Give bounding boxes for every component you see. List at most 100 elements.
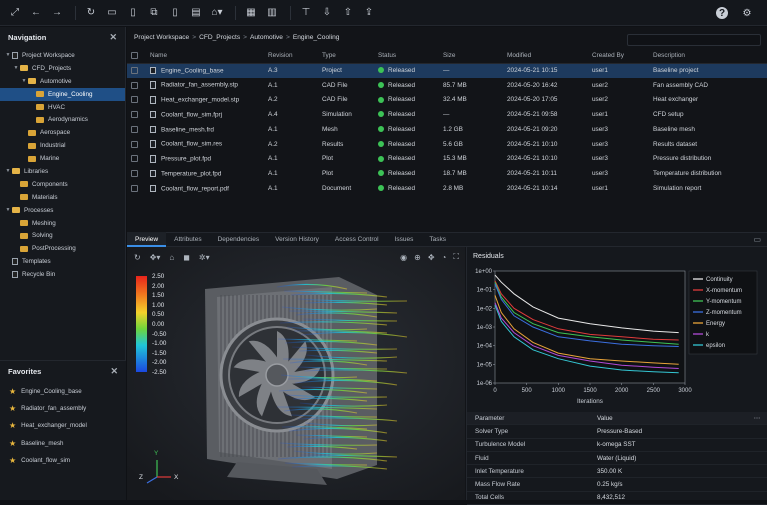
favorite-item[interactable]: ★ Heat_exchanger_model — [0, 417, 126, 434]
table-icon[interactable]: ▥ — [267, 7, 277, 18]
tab-access-control[interactable]: Access Control — [334, 236, 379, 243]
favorite-item[interactable]: ★ Baseline_mesh — [0, 435, 126, 452]
breadcrumb-item[interactable]: CFD_Projects — [199, 34, 241, 41]
table-row[interactable]: Coolant_flow_sim.fprj A.4 Simulation Releas… — [127, 107, 767, 122]
move-icon[interactable]: ✥▾ — [149, 252, 161, 262]
tree-item[interactable]: ▼ Project Workspace — [0, 49, 125, 62]
help-icon[interactable]: ? — [716, 7, 728, 19]
favorite-item[interactable]: ★ Engine_Cooling_base — [0, 383, 126, 400]
close-icon[interactable]: ✕ — [110, 365, 118, 376]
table-row[interactable]: Heat_exchanger_model.stp A.2 CAD File Relea… — [127, 93, 767, 108]
file-icon[interactable]: ▯ — [130, 7, 136, 18]
favorite-item[interactable]: ★ Coolant_flow_sim — [0, 452, 126, 469]
row-checkbox[interactable] — [131, 96, 138, 104]
breadcrumb-item[interactable]: Engine_Cooling — [292, 34, 340, 41]
folder-icon[interactable]: ▭ — [107, 7, 117, 18]
tree-item[interactable]: Materials — [0, 191, 125, 204]
table-row[interactable]: Engine_Cooling_base A.3 Project Released — 20… — [127, 63, 767, 78]
chevron-down-icon[interactable]: ▼ — [21, 78, 27, 85]
tree-item[interactable]: Aerodynamics — [0, 113, 125, 126]
row-checkbox[interactable] — [131, 140, 138, 148]
tree-item[interactable]: Recycle Bin — [0, 268, 125, 281]
table-row[interactable]: Coolant_flow_sim.res A.2 Results Released 5.… — [127, 137, 767, 152]
paste-icon[interactable]: ▤ — [191, 7, 201, 18]
tree-item[interactable]: Marine — [0, 152, 125, 165]
chevron-down-icon[interactable]: ▼ — [5, 168, 11, 175]
table-row[interactable]: Radiator_fan_assembly.stp A.1 CAD File Rele… — [127, 78, 767, 93]
back-icon[interactable]: ← — [31, 7, 41, 18]
tab-attributes[interactable]: Attributes — [174, 236, 202, 243]
column-header[interactable]: Status — [374, 48, 439, 64]
row-checkbox[interactable] — [131, 184, 138, 192]
row-checkbox[interactable] — [131, 170, 138, 178]
filter-icon[interactable]: ⊤ — [301, 7, 311, 18]
tree-item[interactable]: PostProcessing — [0, 242, 125, 255]
tag-icon[interactable]: ⌂▾ — [211, 7, 223, 18]
tree-item[interactable]: HVAC — [0, 101, 125, 114]
column-header[interactable]: Created By — [588, 48, 649, 64]
3d-viewer[interactable]: ↻ ✥▾ ⌂ ◼ ✲▾ ◉ ⊕ ✥ ◔ ⛶ 2.50 2.00 1.50 1.00 0.… — [127, 247, 465, 500]
export-icon[interactable]: ⇧ — [343, 7, 353, 18]
grid-icon[interactable]: ▦ — [246, 7, 256, 18]
pan-icon[interactable]: ✥ — [427, 252, 435, 262]
maximize-icon[interactable]: ▭ — [753, 235, 761, 244]
tree-item[interactable]: Templates — [0, 255, 125, 268]
table-row[interactable]: Baseline_mesh.frd A.1 Mesh Released 1.2 GB 20… — [127, 122, 767, 137]
row-checkbox[interactable] — [131, 111, 138, 119]
chevron-down-icon[interactable]: ▼ — [5, 52, 11, 59]
column-header[interactable]: Type — [318, 48, 374, 64]
tree-item[interactable]: ▼ Libraries — [0, 165, 125, 178]
settings-icon[interactable]: ⚙ — [742, 7, 752, 19]
tab-version-history[interactable]: Version History — [275, 236, 319, 243]
select-all-checkbox[interactable] — [131, 51, 138, 59]
favorite-item[interactable]: ★ Radiator_fan_assembly — [0, 400, 126, 417]
column-header[interactable]: Size — [439, 48, 503, 64]
refresh-icon[interactable]: ↻ — [86, 7, 96, 18]
chevron-down-icon[interactable]: ▼ — [13, 65, 19, 72]
share-icon[interactable]: ⇪ — [364, 7, 374, 18]
section-icon[interactable]: ◔ — [441, 252, 447, 262]
search-input[interactable] — [627, 34, 761, 46]
column-header[interactable]: Modified — [503, 48, 588, 64]
column-header[interactable]: Name — [146, 48, 264, 64]
row-checkbox[interactable] — [131, 81, 138, 89]
cube-icon[interactable]: ◼ — [183, 252, 190, 262]
breadcrumb-item[interactable]: Project Workspace — [134, 34, 190, 41]
tab-preview[interactable]: Preview — [127, 232, 167, 247]
column-header[interactable]: Description — [649, 48, 767, 64]
breadcrumb-item[interactable]: Automotive — [249, 34, 283, 41]
chevron-down-icon[interactable]: ▼ — [5, 207, 11, 214]
view-settings-icon[interactable]: ✲▾ — [198, 252, 210, 262]
more-icon[interactable]: ⋯ — [753, 414, 760, 422]
tree-item[interactable]: Components — [0, 178, 125, 191]
fit-view-icon[interactable]: ◉ — [400, 252, 408, 262]
home-icon[interactable]: ⌂ — [169, 252, 175, 262]
tree-item[interactable]: Engine_Cooling — [0, 87, 125, 101]
tree-item[interactable]: Aerospace — [0, 126, 125, 139]
tab-issues[interactable]: Issues — [394, 236, 414, 243]
import-icon[interactable]: ⇩ — [322, 7, 332, 18]
tree-item[interactable]: ▼ Automotive — [0, 75, 125, 88]
zoom-icon[interactable]: ⊕ — [414, 252, 421, 262]
table-row[interactable]: Temperature_plot.fpd A.1 Plot Released 18.7 … — [127, 166, 767, 181]
row-checkbox[interactable] — [131, 155, 138, 163]
table-row[interactable]: Pressure_plot.fpd A.1 Plot Released 15.3 MB 2… — [127, 152, 767, 167]
row-checkbox[interactable] — [131, 67, 138, 75]
expand-icon[interactable]: ⤢ — [11, 7, 19, 18]
tree-item[interactable]: ▼ CFD_Projects — [0, 62, 125, 75]
file-add-icon[interactable]: ▯ — [172, 7, 178, 18]
close-icon[interactable]: ✕ — [109, 31, 117, 42]
tree-item[interactable]: Industrial — [0, 139, 125, 152]
table-row[interactable]: Coolant_flow_report.pdf A.1 Document Releas… — [127, 181, 767, 196]
forward-icon[interactable]: → — [52, 7, 62, 18]
column-header[interactable]: Revision — [264, 48, 318, 64]
tab-dependencies[interactable]: Dependencies — [217, 236, 260, 243]
tab-tasks[interactable]: Tasks — [429, 236, 447, 243]
rotate-icon[interactable]: ↻ — [134, 252, 141, 262]
row-checkbox[interactable] — [131, 125, 138, 133]
tree-item[interactable]: Meshing — [0, 217, 125, 230]
tree-item[interactable]: Solving — [0, 229, 125, 242]
copy-icon[interactable]: ⧉ — [150, 7, 158, 18]
tree-item[interactable]: ▼ Processes — [0, 204, 125, 217]
fullscreen-icon[interactable]: ⛶ — [453, 252, 459, 261]
